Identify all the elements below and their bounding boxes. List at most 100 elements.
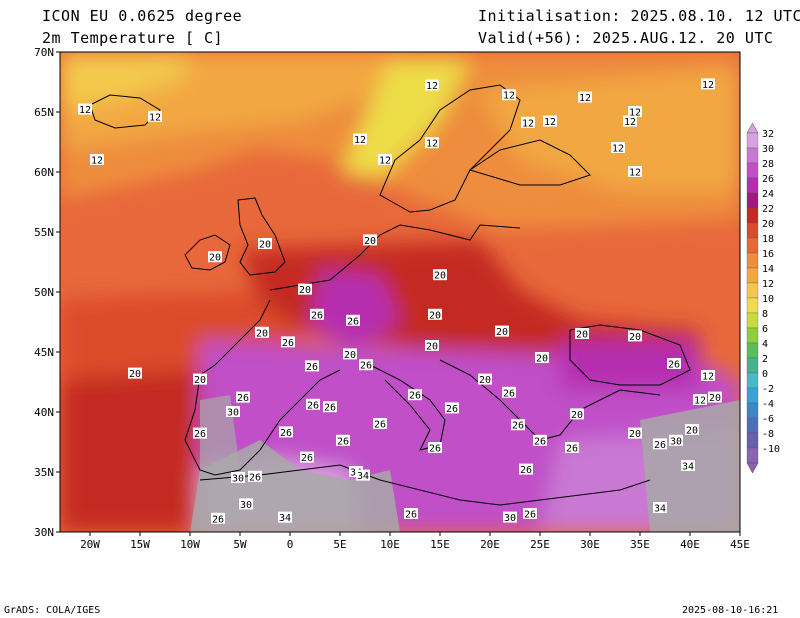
contour-label: 26 xyxy=(307,400,319,411)
lat-tick-label: 55N xyxy=(34,226,54,239)
colorbar-segment xyxy=(746,312,759,329)
contour-label: 26 xyxy=(249,472,261,483)
contour-label-box xyxy=(565,442,579,453)
colorbar-segment xyxy=(746,327,759,344)
contour-label: 20 xyxy=(479,375,491,386)
contour-label-box xyxy=(445,402,459,414)
colorbar-segment xyxy=(746,222,759,239)
contour-label: 26 xyxy=(360,361,372,372)
colorbar-label: 22 xyxy=(762,204,774,215)
contour-label-box xyxy=(239,498,253,510)
contour-label-box xyxy=(628,166,642,177)
contour-label: 26 xyxy=(409,391,421,402)
contour-label: 26 xyxy=(524,510,536,521)
contour-label: 20 xyxy=(576,330,588,341)
contour-label-box xyxy=(623,115,637,127)
lon-tick-label: 10W xyxy=(180,538,200,551)
colorbar-label: 24 xyxy=(762,189,774,200)
contour-label-box xyxy=(433,269,447,281)
colorbar-segment xyxy=(746,357,759,374)
contour-label: 12 xyxy=(522,118,534,129)
contour-label: 20 xyxy=(299,285,311,296)
colorbar-label: -6 xyxy=(762,414,774,425)
contour-label-box xyxy=(685,424,699,435)
contour-label: 20 xyxy=(709,393,721,404)
contour-label-box xyxy=(300,451,314,463)
colorbar-segment xyxy=(746,237,759,254)
contour-label-box xyxy=(693,394,707,405)
contour-label: 34 xyxy=(682,462,694,473)
contour-label-box xyxy=(521,116,535,128)
contour-label: 12 xyxy=(702,80,714,91)
lon-tick-label: 20W xyxy=(80,538,100,551)
contour-label: 34 xyxy=(279,513,291,524)
contour-label: 12 xyxy=(79,105,91,116)
colorbar-label: -4 xyxy=(762,399,774,410)
southwest-atlantic-field xyxy=(60,370,200,532)
italy-coast xyxy=(359,359,446,451)
colorbar-label: 20 xyxy=(762,219,774,230)
colorbar-label: 30 xyxy=(762,144,774,155)
colorbar-segment xyxy=(746,147,759,164)
contour-label: 12 xyxy=(629,168,641,179)
contour-label-box xyxy=(193,427,207,439)
contour-label: 20 xyxy=(629,429,641,440)
longitude-axis: 20W 15W 10W 5W 0 5E 10E 15E 20E 25E 30E 35E 40E 45E xyxy=(80,532,750,551)
contour-label-box xyxy=(425,137,439,149)
contour-label: 30 xyxy=(232,474,244,485)
contour-label: 26 xyxy=(534,436,546,447)
colorbar-label: -2 xyxy=(762,384,774,395)
colorbar-label: 16 xyxy=(762,249,774,260)
contour-label-box xyxy=(533,434,547,446)
colorbar-label: 4 xyxy=(762,339,768,350)
contour-label: 12 xyxy=(379,156,391,167)
contour-label: 26 xyxy=(405,510,417,521)
lat-tick-label: 40N xyxy=(34,406,54,419)
contour-label-box xyxy=(343,348,357,360)
colorbar-top-cap xyxy=(746,122,759,134)
contour-label: 30 xyxy=(670,436,682,447)
colorbar-label: 12 xyxy=(762,279,774,290)
contour-label: 20 xyxy=(426,342,438,353)
colorbar-segment xyxy=(746,252,759,269)
lon-tick-label: 30E xyxy=(580,538,600,551)
contour-label: 34 xyxy=(357,471,369,482)
contour-label: 26 xyxy=(280,428,292,439)
contour-label-box xyxy=(428,442,442,453)
colorbar-segment xyxy=(746,282,759,299)
colorbar-segment xyxy=(746,447,759,464)
contour-label-box xyxy=(231,472,245,483)
colorbar-label: 8 xyxy=(762,309,768,320)
lat-tick-label: 65N xyxy=(34,106,54,119)
colorbar-segment xyxy=(746,417,759,434)
contour-label-box xyxy=(90,154,104,165)
contour-label: 20 xyxy=(629,332,641,343)
lat-tick-label: 45N xyxy=(34,346,54,359)
finland-russia-field xyxy=(480,70,740,190)
contour-label: 26 xyxy=(282,338,294,349)
contour-label-box xyxy=(478,373,492,385)
contour-label-box xyxy=(404,508,418,519)
contour-label-box xyxy=(248,470,262,482)
contour-label: 26 xyxy=(347,316,359,327)
contour-label-box xyxy=(78,103,92,115)
render-timestamp: 2025-08-10-16:21 xyxy=(682,605,779,616)
contour-label-box xyxy=(255,326,269,338)
contour-label: 20 xyxy=(344,350,356,361)
baltic-coast xyxy=(468,139,591,186)
contour-label-box xyxy=(363,234,377,246)
contour-label-box xyxy=(323,401,337,413)
contour-label-box xyxy=(336,434,350,446)
contour-label: 12 xyxy=(624,117,636,128)
lat-tick-label: 50N xyxy=(34,286,54,299)
contour-label: 26 xyxy=(311,310,323,321)
lat-tick-label: 30N xyxy=(34,526,54,539)
contour-label: 26 xyxy=(374,420,386,431)
contour-label: 12 xyxy=(702,372,714,383)
contour-label: 12 xyxy=(612,144,624,155)
colorbar-label: 2 xyxy=(762,354,768,365)
contour-label-box xyxy=(611,142,625,153)
lon-tick-label: 25E xyxy=(530,538,550,551)
contour-label: 20 xyxy=(496,327,508,338)
